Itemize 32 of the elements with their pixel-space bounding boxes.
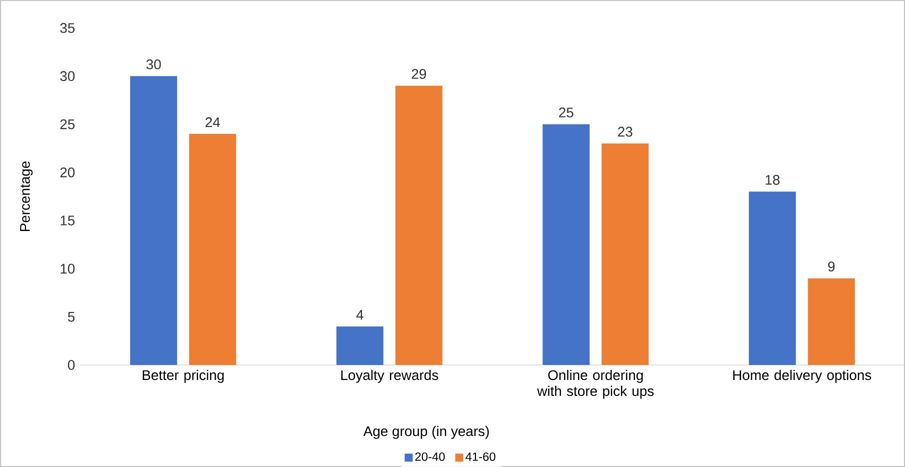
data-label: 4: [356, 310, 364, 320]
y-tick-label: 25: [60, 119, 75, 130]
x-axis-title: Age group (in years): [363, 426, 489, 439]
bar: [602, 144, 649, 365]
y-tick-label: 0: [68, 360, 75, 370]
y-axis-title: Percentage: [20, 161, 33, 232]
x-tick-label: Home delivery options: [733, 370, 872, 383]
y-tick-label: 5: [68, 312, 75, 322]
data-label: 30: [146, 59, 161, 70]
data-label: 18: [766, 174, 780, 185]
y-tick-label: 30: [60, 71, 75, 82]
data-label: 23: [618, 126, 632, 137]
data-label: 29: [412, 69, 426, 79]
y-tick-label: 15: [60, 216, 75, 226]
legend-label: 20-40: [415, 452, 445, 461]
bar: [808, 278, 855, 365]
bar: [130, 76, 178, 365]
data-label: 25: [559, 108, 574, 118]
data-label: 24: [206, 117, 220, 128]
bar: [542, 124, 590, 365]
x-tick-label: Loyalty rewards: [341, 370, 438, 383]
bar: [336, 326, 384, 365]
bar: [189, 134, 236, 365]
y-tick-label: 35: [60, 23, 75, 33]
y-tick-label: 10: [60, 264, 75, 274]
x-tick-label: Online ordering with store pick ups: [537, 370, 654, 399]
bar: [748, 192, 796, 365]
bar: [395, 86, 442, 365]
y-tick-label: 20: [60, 167, 75, 178]
data-label: 9: [828, 262, 835, 272]
legend-label: 41-60: [466, 452, 496, 461]
x-tick-label: Better pricing: [142, 370, 224, 383]
